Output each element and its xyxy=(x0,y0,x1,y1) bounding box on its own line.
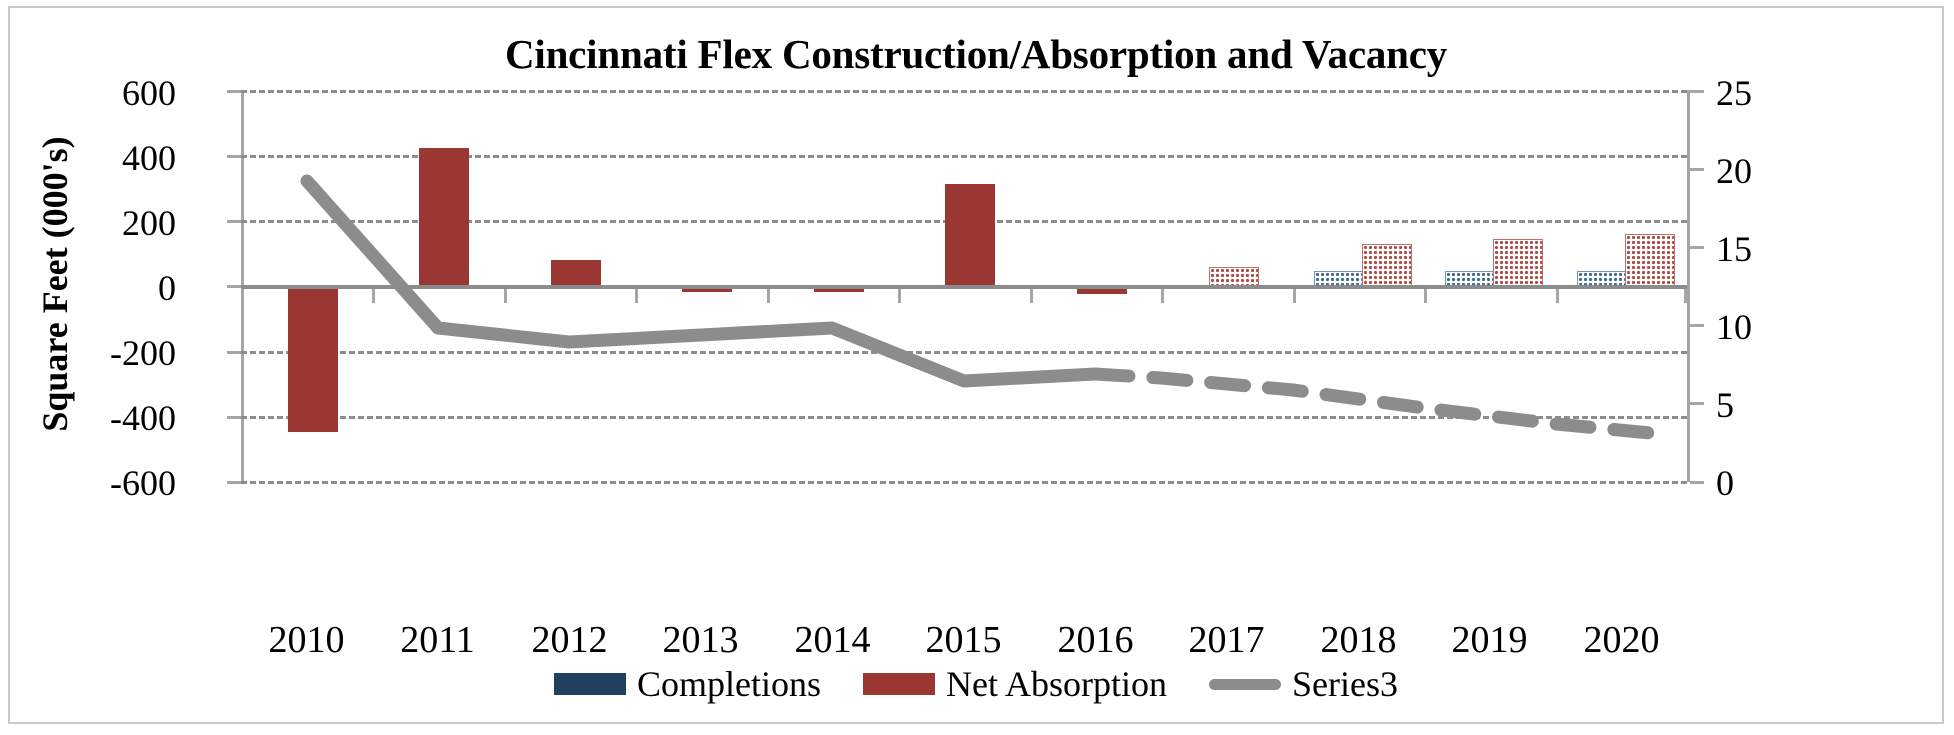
x-axis-label-2019: 2019 xyxy=(1451,619,1528,661)
x-axis-label-2020: 2020 xyxy=(1583,619,1660,661)
x-axis-tick xyxy=(1293,289,1296,303)
bar-net-absorption-2015 xyxy=(945,184,995,286)
legend-item-series3[interactable]: Series3 xyxy=(1209,663,1398,705)
y-axis-tick xyxy=(227,285,241,288)
gridline--400 xyxy=(241,416,1687,419)
y-axis-tick-label: 400 xyxy=(122,138,176,178)
bar-completions-2019 xyxy=(1445,271,1495,288)
x-axis-tick xyxy=(1684,289,1687,303)
x-axis-tick xyxy=(504,289,507,303)
right-axis-tick-label: 25 xyxy=(1716,73,1752,113)
y-axis-tick-label: 0 xyxy=(158,268,176,308)
bar-completions-2018 xyxy=(1314,271,1364,288)
right-axis-tick xyxy=(1690,481,1704,484)
bar-net-absorption-2010 xyxy=(288,286,338,432)
y-axis-tick-label: 200 xyxy=(122,203,176,243)
x-axis-label-2011: 2011 xyxy=(400,619,475,661)
x-axis-tick xyxy=(1030,289,1033,303)
right-axis-tick xyxy=(1690,246,1704,249)
gridline--200 xyxy=(241,351,1687,354)
x-axis-label-2013: 2013 xyxy=(662,619,739,661)
legend-swatch-net-absorption-icon xyxy=(863,673,936,695)
gridline-600 xyxy=(241,90,1687,93)
page-title: Cincinnati Flex Construction/Absorption … xyxy=(504,31,1448,77)
y-axis-tick-label: 600 xyxy=(122,73,176,113)
right-axis-tick xyxy=(1690,402,1704,405)
bar-net-absorption-2019 xyxy=(1493,239,1543,288)
x-axis-label-2014: 2014 xyxy=(794,619,871,661)
right-axis-tick-label: 10 xyxy=(1716,307,1752,347)
zero-axis-line xyxy=(241,285,1687,289)
y-axis-tick xyxy=(227,416,241,419)
y-axis-tick-label: -200 xyxy=(110,333,176,373)
x-axis-label-2018: 2018 xyxy=(1320,619,1397,661)
right-axis-tick xyxy=(1690,324,1704,327)
y-axis-tick xyxy=(227,220,241,223)
plot-area xyxy=(241,90,1687,484)
y-axis-tick xyxy=(227,351,241,354)
legend-item-completions[interactable]: Completions xyxy=(554,663,821,705)
bar-net-absorption-2017 xyxy=(1209,267,1259,288)
bar-net-absorption-2011 xyxy=(419,148,469,286)
right-axis-spine xyxy=(1687,90,1690,482)
legend-label-net-absorption: Net Absorption xyxy=(946,664,1168,704)
x-axis-label-2012: 2012 xyxy=(531,619,608,661)
legend-label-completions: Completions xyxy=(637,664,822,704)
x-axis-tick xyxy=(767,289,770,303)
right-axis-title: Vacancy Rate (%) xyxy=(1950,134,1954,414)
bar-net-absorption-2020 xyxy=(1625,234,1675,288)
x-axis-tick xyxy=(1424,289,1427,303)
x-axis-label-2016: 2016 xyxy=(1057,619,1134,661)
chart-legend: Completions Net Absorption Series3 xyxy=(10,663,1942,705)
y-axis-tick xyxy=(227,155,241,158)
x-axis-tick xyxy=(372,289,375,303)
legend-item-net-absorption[interactable]: Net Absorption xyxy=(863,663,1167,705)
gridline--600 xyxy=(241,481,1687,484)
legend-swatch-completions-icon xyxy=(554,673,626,695)
right-axis-tick-label: 20 xyxy=(1716,151,1752,191)
y-axis-title: Square Feet (000's) xyxy=(35,136,75,432)
y-axis-tick xyxy=(227,481,241,484)
gridline-400 xyxy=(241,155,1687,158)
x-axis-tick xyxy=(241,289,244,303)
x-axis-tick xyxy=(1556,289,1559,303)
right-axis-tick-label: 0 xyxy=(1716,463,1734,503)
y-axis-tick-label: -400 xyxy=(110,398,176,438)
right-axis-tick xyxy=(1690,90,1704,93)
legend-label-series3: Series3 xyxy=(1292,664,1398,704)
bar-net-absorption-2012 xyxy=(551,260,601,286)
right-axis-tick-label: 15 xyxy=(1716,229,1752,269)
right-axis-tick-label: 5 xyxy=(1716,385,1734,425)
x-axis-label-2015: 2015 xyxy=(925,619,1002,661)
y-axis-tick-label: -600 xyxy=(110,463,176,503)
y-axis-tick xyxy=(227,90,241,93)
right-axis-tick xyxy=(1690,168,1704,171)
x-axis-label-2010: 2010 xyxy=(268,619,345,661)
x-axis-tick xyxy=(635,289,638,303)
legend-swatch-series3-icon xyxy=(1209,678,1282,690)
bar-net-absorption-2018 xyxy=(1362,244,1412,288)
x-axis-tick xyxy=(898,289,901,303)
x-axis-tick xyxy=(1161,289,1164,303)
x-axis-label-2017: 2017 xyxy=(1188,619,1265,661)
chart-frame: Cincinnati Flex Construction/Absorption … xyxy=(8,6,1954,724)
bar-net-absorption-2016 xyxy=(1077,286,1127,294)
